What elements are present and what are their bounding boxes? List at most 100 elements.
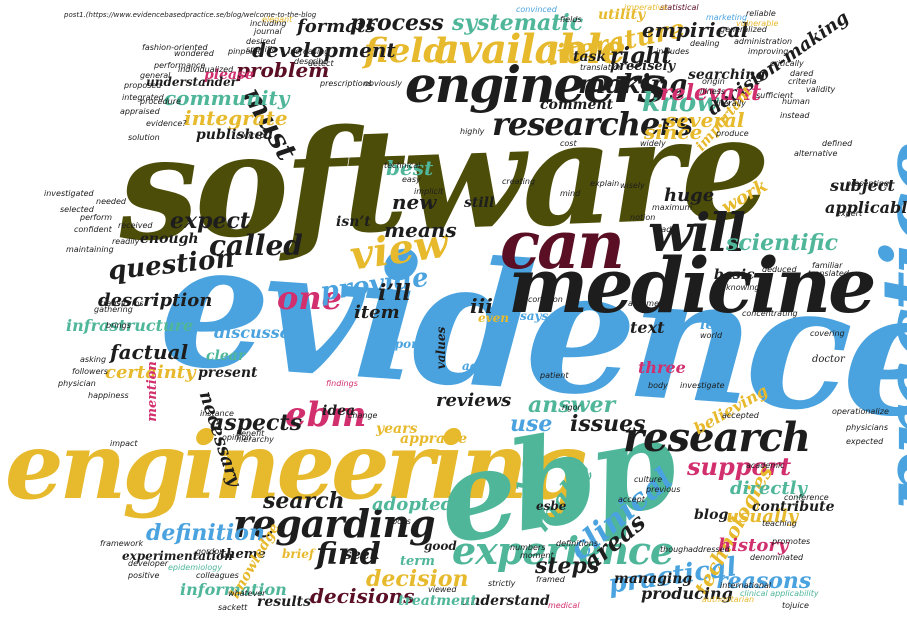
word-operationalize: operationalize [832,407,889,416]
word-results: results [257,594,312,610]
word-dared: dared [790,69,814,78]
word-search: search [263,488,345,514]
word-medical: medical [548,601,580,610]
word-readily: readily [112,237,140,246]
word-systematic: systematic [452,10,584,36]
word-information: information [180,580,287,599]
word-empirical: empirical [642,18,749,42]
word-validity: validity [806,85,836,94]
word-statistical: statistical [660,3,699,12]
word-marketing: marketing [706,13,748,22]
word-evidence-q: evidence? [146,119,187,128]
word-impact: impact [110,439,138,448]
word-development: development [252,38,396,62]
word-utility: utility [598,7,646,23]
word-reviews: reviews [436,390,512,411]
word-means: means [384,218,457,242]
word-appraised: appraised [120,107,160,116]
word-confident: confident [74,225,112,234]
word-available: available [434,26,626,73]
word-positive: positive [128,571,160,580]
word-culture: culture [634,475,663,484]
word-benefit: benefit [236,429,265,438]
word-fashion-oriented: fashion-oriented [142,43,208,52]
word-theme: theme [220,547,266,562]
word-published: published [196,127,274,143]
word-steps: steps [535,553,600,579]
word-find: find [316,537,381,572]
word-strictly: strictly [488,579,516,588]
word-process: process [350,10,444,36]
word-gathering: gathering [94,305,133,314]
word-human: human [782,97,810,106]
word-teaching: teaching [762,519,797,528]
word-maximum: maximum [652,203,693,212]
word-body: body [648,381,668,390]
word-convinced: convinced [516,5,557,14]
word-procedure: procedure [140,97,181,106]
word-definitions: definitions [556,539,598,548]
word-decisions: decisions [310,584,415,608]
word-physicians: physicians [846,423,889,432]
word-alternative: alternative [794,149,838,158]
word-precisely: precisely [610,59,676,74]
word-looks: looks [390,517,411,526]
word-critically: critically [770,59,804,68]
word-deduced: deduced [762,265,797,274]
word-covering: covering [810,329,845,338]
word-brings: brings [106,321,131,330]
word-academic: academic [746,461,785,470]
word-seek: seek [344,547,380,563]
word-integrate: integrate [184,106,288,130]
word-researchers: researchers [492,105,693,143]
word-history: history [718,535,789,556]
word-engineering: engineering [5,412,588,520]
word-mind: mind [560,189,581,198]
word-authoritarian: authoritarian [702,595,755,604]
word-relevant: relevant [660,80,762,106]
word-transforms: transforms [100,299,144,308]
word-obviously: obviously [364,79,403,88]
word-dealing: dealing [690,39,720,48]
word-perform: perform [80,213,113,222]
word-term: term [400,554,435,569]
word-experience: experience [452,528,674,573]
word-needed: needed [96,197,126,206]
word-presenting: presenting [846,179,889,188]
word-making: making [578,70,688,100]
word-framework: framework [100,539,144,548]
word-issues: issues [570,411,646,437]
word-engineers: engineers [405,55,666,114]
word-investigate: investigate [680,381,725,390]
word-blog: blog [694,507,729,523]
word-general: general [140,71,171,80]
word-idea: idea [322,403,356,419]
word-addressed: addressed [688,545,730,554]
word-vulnerable: vulnerable [736,19,779,28]
word-clinical-applicability: clinical applicability [740,589,819,598]
word-clear: clear [206,348,246,364]
word-creating: creating [502,177,536,186]
word-producing: producing [641,584,733,603]
word-assume: assume [628,299,660,308]
word-medicine: medicine [508,241,877,330]
word-good: good [424,539,457,553]
word-specific: specific [246,45,277,54]
word-new: new [392,190,437,214]
word-translation: translation [580,63,624,72]
word-right: right [610,43,672,69]
word-conference: conference [784,493,829,502]
word-sackett: sackett [218,603,248,612]
word-increasing: increasing [288,47,330,56]
word-performance: performance [154,61,206,70]
word-illness: illness [700,87,725,96]
word-values: values [434,326,449,370]
word-followers: followers [72,367,108,376]
word-task: task [573,49,607,65]
word-developer: developer [128,559,169,568]
word-highly: highly [460,127,485,136]
word-reasons: reasons [716,568,812,594]
word-problem: problem [236,58,330,82]
word-present: present [198,365,258,381]
word-since: since [644,120,703,144]
